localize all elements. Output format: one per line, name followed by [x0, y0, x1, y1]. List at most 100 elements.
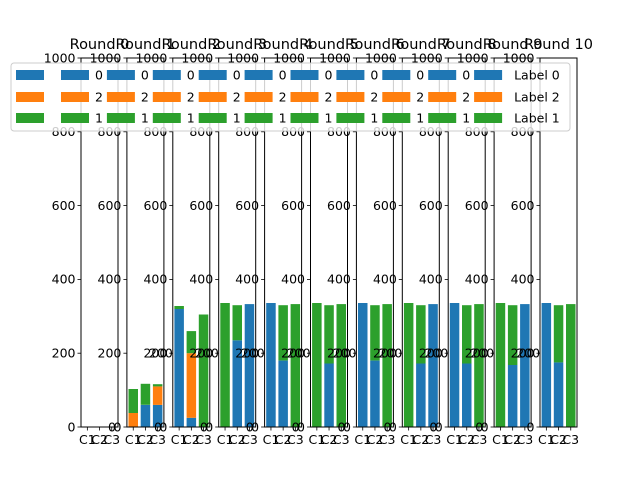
bar-label1-panel4-C3	[290, 304, 301, 427]
bar-label0-panel9-C3	[520, 304, 530, 427]
xtick-label-panel1-C3: C3	[149, 432, 166, 447]
xtick-label-panel5-C1: C1	[309, 432, 326, 447]
xtick-label-panel7-C3: C3	[425, 432, 442, 447]
xtick-label-panel10-C3: C3	[562, 432, 579, 447]
legend-fragment-panel6-2: 1	[325, 110, 333, 125]
bar-label0-panel3-C3	[244, 304, 255, 427]
legend-fragment-panel4-2: 1	[233, 110, 241, 125]
legend-fragment-panel9-2: 1	[462, 110, 470, 125]
ytick-label-panel6-400: 400	[327, 272, 351, 287]
xtick-label-panel3-C1: C1	[217, 432, 234, 447]
legend-fragment-panel6-0: 0	[325, 67, 333, 82]
legend-swatch-label2-col4	[198, 92, 227, 102]
legend-swatch-label0-col1	[61, 70, 89, 80]
bar-label1-panel2-C1	[174, 306, 184, 309]
ytick-label-panel7-200: 200	[373, 346, 397, 361]
overlap-label-0-panel7: 0	[429, 419, 437, 434]
ytick-label-panel8-200: 200	[419, 346, 443, 361]
ytick-label-panel1-400: 400	[98, 272, 122, 287]
ytick-label-panel1-0: 0	[113, 419, 121, 434]
legend-swatch-label1-col8	[382, 113, 411, 123]
ytick-label-panel5-400: 400	[281, 272, 305, 287]
overlap-label-0-panel5: 0	[338, 419, 346, 434]
xtick-label-panel6-C3: C3	[379, 432, 396, 447]
legend-fragment-panel3-2: 1	[187, 110, 195, 125]
bar-label1-panel2-C3	[198, 314, 209, 427]
legend-fragment-panel8-1: 2	[416, 89, 424, 104]
legend-swatch-label1-col9	[428, 113, 457, 123]
bar-label1-panel6-C2	[370, 305, 380, 361]
bar-label0-panel8-C1	[449, 303, 460, 427]
ytick-label-panel8-1000: 1000	[411, 50, 443, 65]
bar-label0-panel10-C1	[541, 303, 552, 427]
overlap-label-200-panel6: 200	[379, 346, 403, 361]
ytick-label-panel5-0: 0	[297, 419, 305, 434]
bar-label1-panel3-C1	[220, 303, 230, 427]
legend-fragment-panel5-1: 2	[279, 89, 287, 104]
xtick-label-panel5-C3: C3	[333, 432, 350, 447]
ytick-label-panel4-200: 200	[235, 346, 259, 361]
xtick-label-panel3-C3: C3	[241, 432, 258, 447]
bar-label0-panel6-C1	[358, 303, 368, 427]
legend-swatch-label0-col6	[290, 70, 319, 80]
bar-label1-panel5-C2	[324, 305, 334, 364]
ytick-label-panel0-600: 600	[52, 198, 76, 213]
xtick-label-panel2-C3: C3	[195, 432, 212, 447]
panel-title-5: Round 5	[299, 37, 359, 53]
legend-fragment-panel8-0: 0	[416, 67, 424, 82]
legend-swatch-label0-col7	[336, 70, 365, 80]
xtick-label-panel5-C2: C2	[321, 432, 338, 447]
legend-label-2: Label 1	[514, 110, 560, 125]
bar-label1-panel5-C3	[336, 304, 346, 427]
overlap-label-0-panel8: 0	[475, 419, 483, 434]
ytick-label-panel5-200: 200	[281, 346, 305, 361]
legend-label-1: Label 2	[514, 89, 560, 104]
ytick-label-panel3-400: 400	[189, 272, 213, 287]
xtick-label-panel8-C2: C2	[458, 432, 475, 447]
legend-swatch-label2-col1	[61, 92, 89, 102]
bar-label0-panel2-C2	[186, 417, 197, 427]
overlap-label-200-panel4: 200	[287, 346, 311, 361]
bar-label1-panel10-C3	[566, 304, 576, 427]
legend-fragment-panel9-0: 0	[462, 67, 470, 82]
bar-label1-panel8-C2	[462, 305, 472, 364]
panel-title-3: Round 3	[207, 37, 267, 53]
bar-label1-panel2-C2	[186, 331, 197, 354]
legend-swatch-label1-col1	[61, 113, 89, 123]
legend-swatch-label0-col2	[106, 70, 135, 80]
bar-label0-panel5-C2	[324, 363, 334, 427]
xtick-label-panel0-C1: C1	[79, 432, 96, 447]
ytick-label-panel4-1000: 1000	[227, 50, 259, 65]
legend-fragment-panel1-0: 0	[95, 67, 103, 82]
ytick-label-panel0-0: 0	[68, 419, 76, 434]
ytick-label-panel2-200: 200	[143, 346, 167, 361]
bar-label0-panel9-C2	[507, 365, 518, 427]
legend-swatch-label0-col3	[152, 70, 181, 80]
overlap-label-0-panel4: 0	[292, 419, 300, 434]
bar-label0-panel6-C2	[370, 360, 380, 427]
bar-label1-panel1-C3	[152, 384, 163, 387]
bar-label1-panel4-C2	[278, 305, 288, 361]
ytick-label-panel2-400: 400	[143, 272, 167, 287]
legend-swatch-label2-col7	[336, 92, 365, 102]
ytick-label-panel0-400: 400	[52, 272, 76, 287]
bar-label0-panel4-C2	[278, 360, 288, 427]
legend-fragment-panel6-1: 2	[325, 89, 333, 104]
overlap-label-0-panel2: 0	[200, 419, 208, 434]
ytick-label-panel10-1000: 1000	[503, 50, 535, 65]
bar-label2-panel1-C3	[152, 386, 163, 405]
legend-swatch-label2-col5	[244, 92, 273, 102]
bar-label1-panel5-C1	[312, 303, 322, 427]
legend-fragment-panel4-1: 2	[233, 89, 241, 104]
panel-title-7: Round 7	[391, 37, 451, 53]
ytick-label-panel9-1000: 1000	[457, 50, 489, 65]
bar-label0-panel3-C2	[232, 340, 242, 427]
bar-label1-panel7-C1	[403, 303, 414, 427]
bar-label0-panel7-C2	[416, 363, 426, 427]
overlap-label-0-panel6: 0	[383, 419, 391, 434]
legend-swatch-label1-col0	[16, 113, 44, 123]
ytick-label-panel7-0: 0	[389, 419, 397, 434]
legend-fragment-panel1-1: 2	[95, 89, 103, 104]
ytick-label-panel6-0: 0	[343, 419, 351, 434]
ytick-label-panel3-200: 200	[189, 346, 213, 361]
